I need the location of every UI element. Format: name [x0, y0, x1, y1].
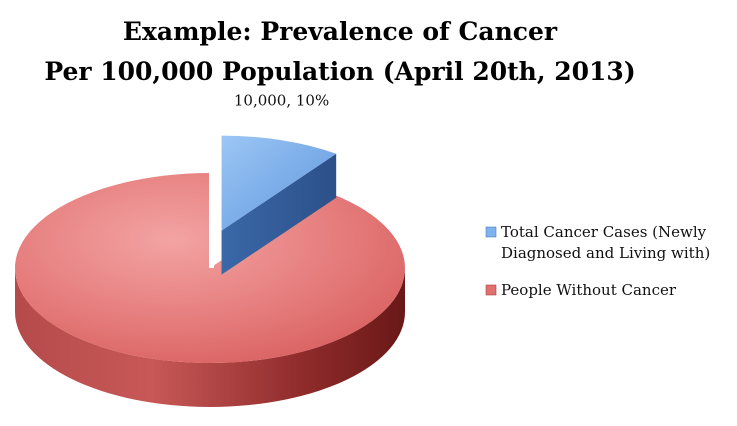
chart-subtitle: Per 100,000 Population (April 20th, 2013…: [44, 57, 635, 86]
legend-swatch: [485, 226, 497, 238]
pie-slice: [221, 135, 337, 231]
chart-legend: Total Cancer Cases (Newly Diagnosed and L…: [485, 223, 710, 299]
data-label: 10,000, 10%: [234, 92, 329, 110]
pie-slice-side: [221, 153, 337, 275]
pie-plot-area: 10,000, 10%: [14, 92, 405, 407]
chart-title: Example: Prevalence of Cancer: [123, 17, 558, 46]
legend-swatch: [485, 284, 497, 296]
legend-label: Diagnosed and Living with): [501, 244, 710, 262]
slice-gap: [209, 173, 214, 268]
legend-label: People Without Cancer: [501, 281, 677, 299]
legend-label: Total Cancer Cases (Newly: [501, 223, 707, 241]
pie-slice-side: [15, 268, 405, 407]
